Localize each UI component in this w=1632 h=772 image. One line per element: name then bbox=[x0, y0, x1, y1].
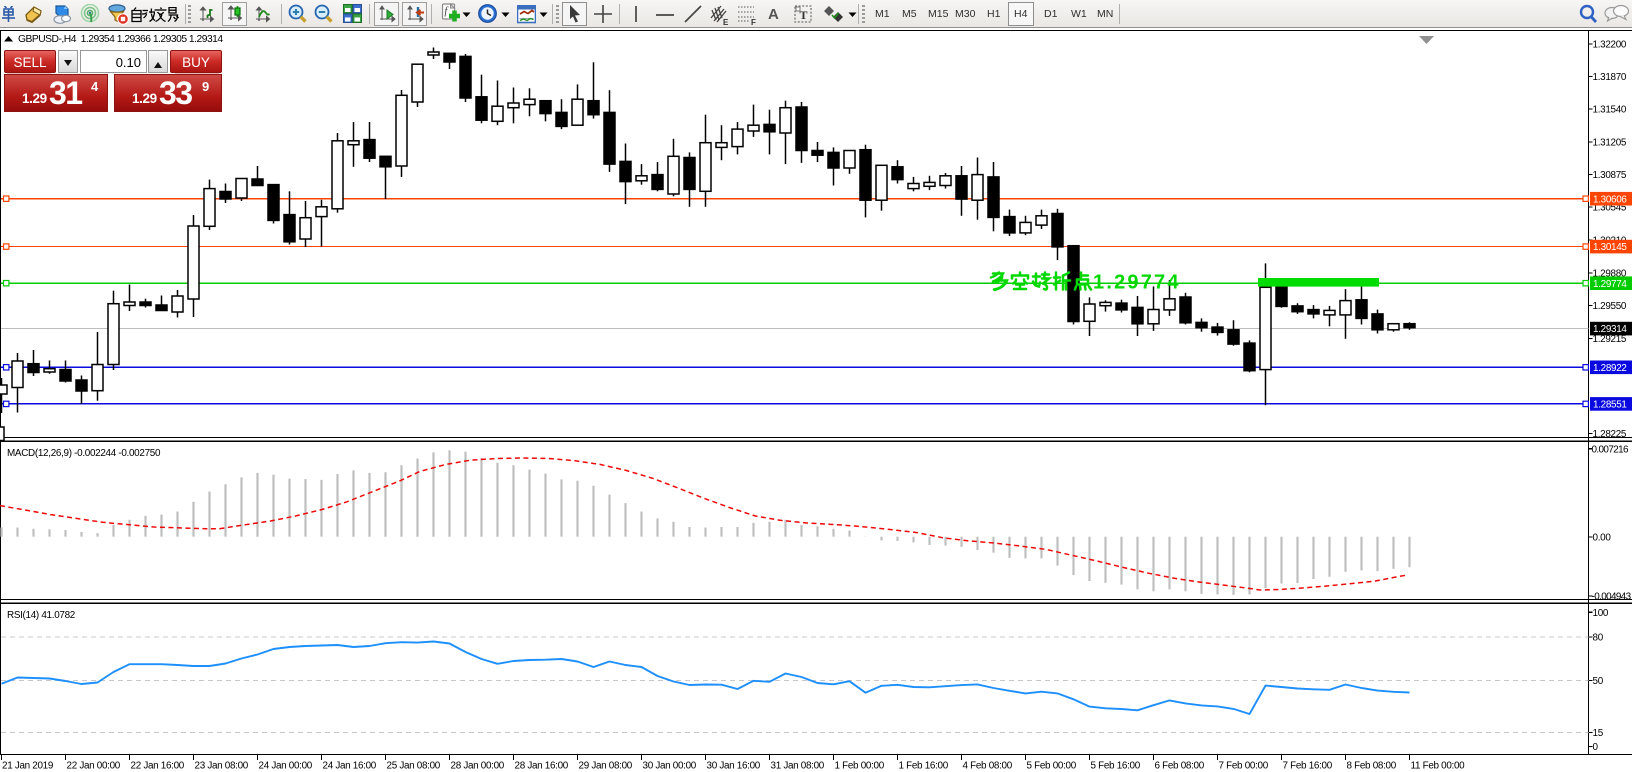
svg-text:50: 50 bbox=[1593, 676, 1604, 687]
svg-text:6 Feb 08:00: 6 Feb 08:00 bbox=[1155, 761, 1205, 772]
svg-text:8 Feb 08:00: 8 Feb 08:00 bbox=[1347, 761, 1397, 772]
svg-text:T: T bbox=[800, 8, 808, 22]
svg-text:28 Jan 16:00: 28 Jan 16:00 bbox=[515, 761, 569, 772]
svg-text:1.28225: 1.28225 bbox=[1593, 429, 1627, 440]
svg-text:1.31870: 1.31870 bbox=[1593, 72, 1627, 83]
svg-text:23 Jan 08:00: 23 Jan 08:00 bbox=[195, 761, 249, 772]
svg-text:0.007216: 0.007216 bbox=[1592, 444, 1629, 455]
svg-text:E: E bbox=[723, 18, 729, 26]
svg-text:4 Feb 08:00: 4 Feb 08:00 bbox=[963, 761, 1013, 772]
svg-text:1.30875: 1.30875 bbox=[1593, 170, 1627, 181]
svg-text:1.29880: 1.29880 bbox=[1593, 268, 1627, 279]
svg-text:24 Jan 16:00: 24 Jan 16:00 bbox=[323, 761, 377, 772]
svg-text:22 Jan 16:00: 22 Jan 16:00 bbox=[131, 761, 185, 772]
svg-text:0: 0 bbox=[1593, 742, 1599, 753]
svg-text:30 Jan 16:00: 30 Jan 16:00 bbox=[707, 761, 761, 772]
svg-text:11 Feb 00:00: 11 Feb 00:00 bbox=[1411, 761, 1466, 772]
svg-text:-0.004943: -0.004943 bbox=[1592, 592, 1632, 603]
svg-text:GBPUSD-,H4 1.29354 1.29366 1.: GBPUSD-,H4 1.29354 1.29366 1.29305 1.293… bbox=[18, 34, 223, 45]
svg-text:21 Jan 2019: 21 Jan 2019 bbox=[2, 761, 54, 772]
svg-text:30 Jan 00:00: 30 Jan 00:00 bbox=[643, 761, 697, 772]
svg-text:7 Feb 16:00: 7 Feb 16:00 bbox=[1283, 761, 1333, 772]
svg-text:31 Jan 08:00: 31 Jan 08:00 bbox=[771, 761, 825, 772]
svg-text:22 Jan 00:00: 22 Jan 00:00 bbox=[67, 761, 121, 772]
svg-text:100: 100 bbox=[1593, 608, 1609, 619]
svg-text:1 Feb 16:00: 1 Feb 16:00 bbox=[899, 761, 949, 772]
svg-text:29 Jan 08:00: 29 Jan 08:00 bbox=[579, 761, 633, 772]
svg-text:1.29774: 1.29774 bbox=[1593, 279, 1627, 290]
svg-text:F: F bbox=[751, 18, 756, 26]
svg-text:1.28922: 1.28922 bbox=[1593, 363, 1627, 374]
svg-text:28 Jan 00:00: 28 Jan 00:00 bbox=[451, 761, 505, 772]
svg-text:1.32200: 1.32200 bbox=[1593, 40, 1627, 51]
svg-text:1.30606: 1.30606 bbox=[1593, 194, 1627, 205]
svg-text:1.31540: 1.31540 bbox=[1593, 105, 1627, 116]
svg-text:1.29774: 1.29774 bbox=[1093, 272, 1181, 294]
svg-text:1.29314: 1.29314 bbox=[1593, 324, 1627, 335]
svg-text:f: f bbox=[445, 6, 449, 17]
svg-text:7 Feb 00:00: 7 Feb 00:00 bbox=[1219, 761, 1269, 772]
svg-text:1.29550: 1.29550 bbox=[1593, 301, 1627, 312]
svg-text:MACD(12,26,9) -0.002244 -0.002: MACD(12,26,9) -0.002244 -0.002750 bbox=[7, 448, 161, 459]
svg-text:15: 15 bbox=[1593, 728, 1604, 739]
svg-text:1.30145: 1.30145 bbox=[1593, 242, 1627, 253]
svg-text:1.28551: 1.28551 bbox=[1593, 400, 1627, 411]
svg-text:5 Feb 16:00: 5 Feb 16:00 bbox=[1091, 761, 1141, 772]
svg-text:1.29215: 1.29215 bbox=[1593, 334, 1627, 345]
svg-text:80: 80 bbox=[1593, 633, 1604, 644]
svg-text:0.00: 0.00 bbox=[1593, 533, 1612, 544]
svg-text:RSI(14) 41.0782: RSI(14) 41.0782 bbox=[7, 610, 75, 621]
svg-text:1 Feb 00:00: 1 Feb 00:00 bbox=[835, 761, 885, 772]
svg-text:1.30545: 1.30545 bbox=[1593, 203, 1627, 214]
svg-text:25 Jan 08:00: 25 Jan 08:00 bbox=[387, 761, 441, 772]
svg-text:5 Feb 00:00: 5 Feb 00:00 bbox=[1027, 761, 1077, 772]
svg-text:24 Jan 00:00: 24 Jan 00:00 bbox=[259, 761, 313, 772]
svg-text:1.31205: 1.31205 bbox=[1593, 138, 1627, 149]
